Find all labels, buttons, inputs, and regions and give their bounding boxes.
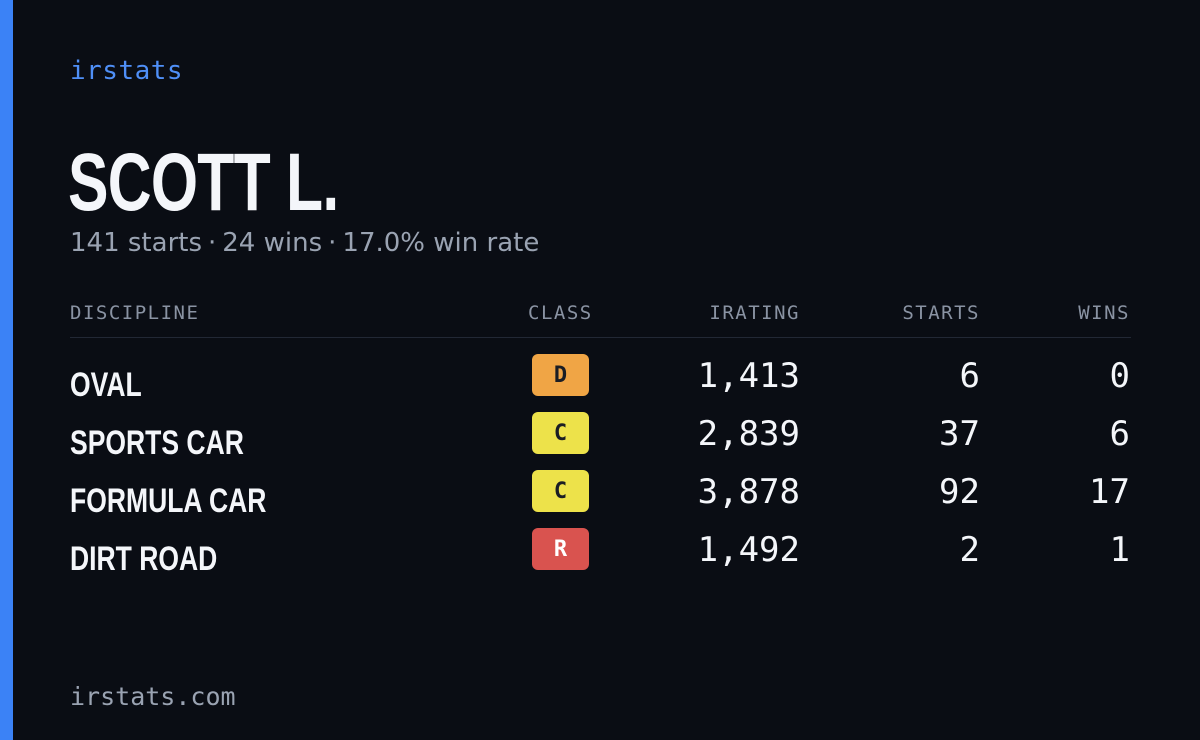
accent-bar — [0, 0, 13, 740]
footer-link[interactable]: irstats.com — [70, 682, 236, 711]
class-badge: R — [532, 528, 589, 570]
separator-dot: · — [208, 228, 217, 258]
discipline-label: SPORTS CAR — [70, 424, 244, 462]
discipline-label: FORMULA CAR — [70, 482, 267, 520]
wins-value: 0 — [1109, 356, 1130, 396]
header-wins: WINS — [1078, 302, 1130, 324]
wins-value: 17 — [1089, 472, 1130, 512]
separator-dot: · — [328, 228, 337, 258]
table-row: OVAL D 1,413 6 0 — [70, 354, 1131, 412]
starts-value: 6 — [959, 356, 980, 396]
total-starts: 141 starts — [70, 228, 202, 258]
class-badge: D — [532, 354, 589, 396]
class-badge: C — [532, 470, 589, 512]
total-wins: 24 wins — [222, 228, 323, 258]
discipline-label: OVAL — [70, 366, 142, 404]
wins-value: 1 — [1109, 530, 1130, 570]
class-badge: C — [532, 412, 589, 454]
table-row: SPORTS CAR C 2,839 37 6 — [70, 412, 1131, 470]
wins-value: 6 — [1109, 414, 1130, 454]
driver-summary: 141 starts · 24 wins · 17.0% win rate — [70, 228, 539, 258]
table-row: DIRT ROAD R 1,492 2 1 — [70, 528, 1131, 586]
starts-value: 37 — [939, 414, 980, 454]
starts-value: 2 — [959, 530, 980, 570]
table-row: FORMULA CAR C 3,878 92 17 — [70, 470, 1131, 528]
header-class: CLASS — [528, 302, 593, 324]
irating-value: 1,492 — [697, 530, 800, 570]
irating-value: 1,413 — [697, 356, 800, 396]
irating-value: 2,839 — [697, 414, 800, 454]
win-rate: 17.0% win rate — [342, 228, 540, 258]
header-discipline: DISCIPLINE — [70, 302, 200, 324]
discipline-label: DIRT ROAD — [70, 540, 218, 578]
starts-value: 92 — [939, 472, 980, 512]
irating-value: 3,878 — [697, 472, 800, 512]
stats-table: DISCIPLINE CLASS IRATING STARTS WINS OVA… — [70, 298, 1131, 578]
header-starts: STARTS — [902, 302, 980, 324]
header-irating: IRATING — [709, 302, 800, 324]
driver-name: SCOTT L. — [68, 137, 339, 228]
table-body: OVAL D 1,413 6 0 SPORTS CAR C 2,839 37 6… — [70, 354, 1131, 586]
table-header: DISCIPLINE CLASS IRATING STARTS WINS — [70, 298, 1131, 338]
brand-logo[interactable]: irstats — [70, 56, 184, 86]
